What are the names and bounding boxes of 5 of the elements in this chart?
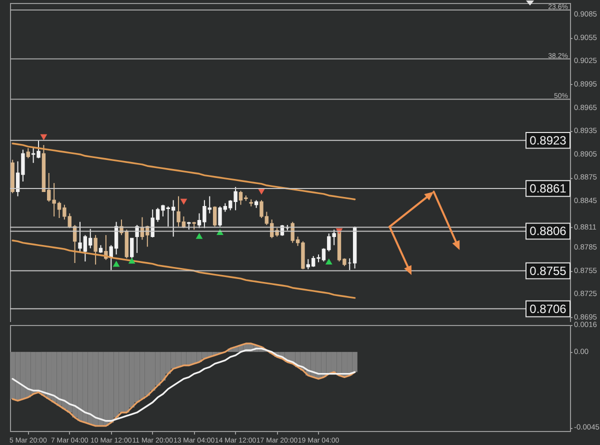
ref-line-label: 0.8923 xyxy=(530,133,567,148)
ref-line-label: 0.8706 xyxy=(530,302,567,316)
ref-line-label: 0.8755 xyxy=(530,264,567,278)
ref-line-label: 0.8861 xyxy=(530,182,567,196)
ref-line-label: 0.8806 xyxy=(530,224,567,238)
